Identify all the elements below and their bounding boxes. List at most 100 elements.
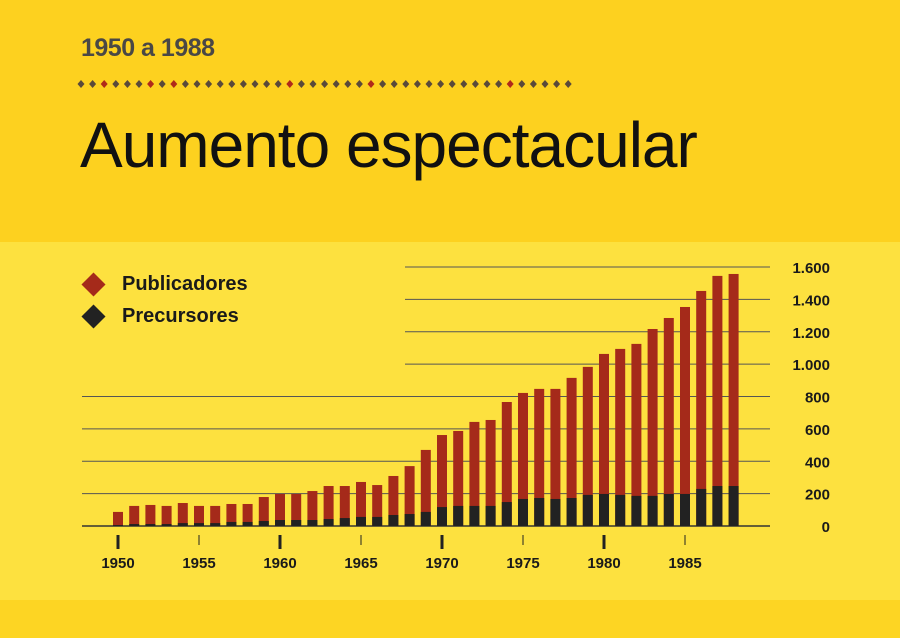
- bar-precursores: [550, 498, 561, 526]
- y-tick-label: 200: [805, 487, 830, 504]
- diamond: [251, 80, 259, 88]
- bar-publicadores: [291, 493, 302, 526]
- bar-precursores: [404, 514, 415, 526]
- bar-precursores: [599, 493, 609, 526]
- bar-precursores: [372, 516, 383, 526]
- diamond: [495, 80, 503, 88]
- bar-precursores: [501, 502, 512, 526]
- diamond: [402, 80, 410, 88]
- diamond: [135, 80, 143, 88]
- bar-publicadores: [566, 377, 577, 526]
- bar-precursores: [145, 524, 156, 526]
- diamond: [332, 80, 340, 88]
- bar-publicadores: [372, 485, 383, 526]
- bar-precursores: [566, 497, 577, 526]
- diamond: [239, 80, 247, 88]
- diamond: [425, 80, 433, 88]
- bar-precursores: [469, 505, 480, 526]
- diamond: [437, 80, 445, 88]
- bar-precursores: [663, 493, 674, 526]
- y-tick-label: 800: [805, 390, 830, 407]
- x-tick-label: 1980: [587, 555, 620, 572]
- diamond: [529, 80, 537, 88]
- bar-publicadores: [210, 505, 221, 526]
- diamond: [77, 80, 85, 88]
- bar-publicadores: [680, 306, 690, 526]
- bar-publicadores: [485, 419, 496, 526]
- x-tick-label: 1950: [101, 555, 134, 572]
- bar-precursores: [323, 519, 334, 526]
- diamond: [228, 80, 236, 88]
- bar-publicadores: [501, 402, 512, 526]
- diamond: [518, 80, 526, 88]
- bar-publicadores: [339, 486, 350, 526]
- diamond: [309, 80, 317, 88]
- bar-precursores: [631, 495, 642, 526]
- bar-precursores: [177, 523, 188, 526]
- diamond: [123, 80, 131, 88]
- bar-precursores: [534, 497, 545, 526]
- bar-publicadores: [194, 505, 204, 526]
- bar-precursores: [113, 525, 123, 526]
- bar-precursores: [712, 486, 723, 526]
- bar-publicadores: [582, 366, 593, 526]
- bar-precursores: [453, 505, 464, 526]
- bar-publicadores: [356, 481, 366, 526]
- bar-publicadores: [129, 505, 140, 526]
- diamond: [263, 80, 271, 88]
- bar-publicadores: [307, 491, 318, 526]
- bar-precursores: [210, 523, 221, 526]
- x-tick-label: 1985: [668, 555, 701, 572]
- bar-precursores: [680, 493, 690, 526]
- diamond: [564, 80, 572, 88]
- diamond: [355, 80, 363, 88]
- bar-precursores: [518, 498, 528, 526]
- y-tick-label: 1.600: [792, 260, 830, 277]
- diamond: [158, 80, 166, 88]
- bar-publicadores: [712, 275, 723, 526]
- bar-publicadores: [437, 435, 447, 526]
- bar-precursores: [615, 494, 626, 526]
- legend-item-publicadores: Publicadores: [81, 272, 248, 297]
- diamond-divider: [77, 80, 572, 88]
- diamond-icon: [81, 304, 106, 329]
- bar-precursores: [226, 521, 237, 526]
- bar-publicadores: [113, 511, 123, 526]
- bar-precursores: [728, 486, 739, 526]
- x-tick-label: 1970: [425, 555, 458, 572]
- bar-publicadores: [696, 290, 707, 526]
- red-diamond: [100, 80, 108, 88]
- diamond: [460, 80, 468, 88]
- subtitle: 1950 a 1988: [81, 34, 215, 62]
- bar-precursores: [582, 494, 593, 526]
- red-diamond: [367, 80, 375, 88]
- bar-precursores: [258, 520, 269, 526]
- bar-publicadores: [404, 466, 415, 526]
- diamond: [112, 80, 120, 88]
- bar-publicadores: [728, 273, 739, 526]
- bar-precursores: [356, 516, 366, 526]
- diamond: [390, 80, 398, 88]
- bar-publicadores: [453, 430, 464, 526]
- y-tick-label: 400: [805, 454, 830, 471]
- bar-publicadores: [599, 353, 609, 526]
- diamond: [181, 80, 189, 88]
- diamond-icon: [81, 272, 106, 297]
- diamond: [379, 80, 387, 88]
- bar-precursores: [129, 524, 140, 526]
- bar-publicadores: [420, 449, 431, 526]
- bar-publicadores: [226, 503, 237, 526]
- footer-band: [0, 600, 900, 638]
- bar-precursores: [696, 488, 707, 526]
- x-tick-label: 1975: [506, 555, 539, 572]
- bar-precursores: [437, 507, 447, 526]
- diamond: [274, 80, 282, 88]
- bar-publicadores: [242, 503, 253, 526]
- bar-publicadores: [647, 328, 658, 526]
- legend-item-precursores: Precursores: [81, 304, 239, 329]
- bar-precursores: [307, 520, 318, 526]
- bar-precursores: [339, 518, 350, 526]
- diamond: [541, 80, 549, 88]
- diamond: [344, 80, 352, 88]
